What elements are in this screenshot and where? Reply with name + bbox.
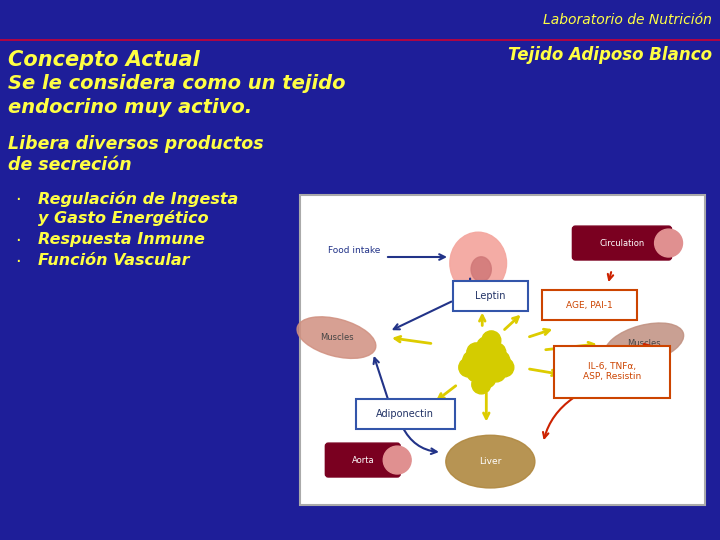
Circle shape bbox=[467, 363, 486, 382]
Text: ·: · bbox=[15, 253, 21, 271]
Circle shape bbox=[491, 351, 510, 370]
Ellipse shape bbox=[605, 323, 684, 364]
FancyBboxPatch shape bbox=[300, 195, 705, 505]
Circle shape bbox=[472, 375, 491, 394]
Text: Circulation: Circulation bbox=[599, 239, 644, 247]
Circle shape bbox=[477, 353, 496, 372]
Text: Respuesta Inmune: Respuesta Inmune bbox=[38, 232, 205, 247]
Text: Muscles: Muscles bbox=[627, 339, 661, 348]
Ellipse shape bbox=[446, 435, 535, 488]
Ellipse shape bbox=[471, 257, 491, 281]
Text: endocrino muy activo.: endocrino muy activo. bbox=[8, 98, 252, 117]
Text: Food intake: Food intake bbox=[328, 246, 381, 255]
Text: Tejido Adiposo Blanco: Tejido Adiposo Blanco bbox=[508, 46, 712, 64]
Text: ·: · bbox=[15, 232, 21, 250]
Circle shape bbox=[467, 343, 486, 362]
FancyBboxPatch shape bbox=[572, 226, 672, 260]
Text: Regulación de Ingesta: Regulación de Ingesta bbox=[38, 191, 238, 207]
Text: ·: · bbox=[15, 191, 21, 209]
FancyBboxPatch shape bbox=[554, 346, 670, 397]
Circle shape bbox=[487, 363, 505, 382]
Text: Se le considera como un tejido: Se le considera como un tejido bbox=[8, 74, 346, 93]
Circle shape bbox=[477, 337, 496, 356]
Circle shape bbox=[654, 229, 683, 257]
Text: Adiponectin: Adiponectin bbox=[377, 409, 434, 419]
Text: Aorta: Aorta bbox=[351, 456, 374, 464]
Text: y Gasto Energético: y Gasto Energético bbox=[38, 210, 209, 226]
Circle shape bbox=[459, 358, 478, 377]
Circle shape bbox=[482, 331, 501, 350]
Circle shape bbox=[487, 343, 505, 362]
Text: Liver: Liver bbox=[480, 457, 502, 466]
Text: Leptin: Leptin bbox=[475, 291, 505, 301]
Text: IL-6, TNFα,
ASP, Resistin: IL-6, TNFα, ASP, Resistin bbox=[582, 362, 641, 381]
Text: Concepto Actual: Concepto Actual bbox=[8, 50, 199, 70]
Text: Función Vascular: Función Vascular bbox=[38, 253, 189, 268]
Text: Laboratorio de Nutrición: Laboratorio de Nutrición bbox=[543, 13, 712, 27]
FancyBboxPatch shape bbox=[453, 281, 528, 310]
Circle shape bbox=[477, 369, 496, 388]
Ellipse shape bbox=[297, 317, 376, 359]
FancyBboxPatch shape bbox=[325, 443, 400, 477]
Ellipse shape bbox=[450, 232, 507, 294]
Text: Muscles: Muscles bbox=[320, 333, 354, 342]
FancyBboxPatch shape bbox=[356, 399, 455, 429]
Circle shape bbox=[463, 351, 482, 370]
Circle shape bbox=[495, 358, 514, 377]
Text: de secreción: de secreción bbox=[8, 156, 132, 174]
Text: Libera diversos productos: Libera diversos productos bbox=[8, 135, 264, 153]
Text: AGE, PAI-1: AGE, PAI-1 bbox=[566, 301, 613, 309]
Circle shape bbox=[383, 446, 411, 474]
FancyBboxPatch shape bbox=[542, 290, 637, 320]
